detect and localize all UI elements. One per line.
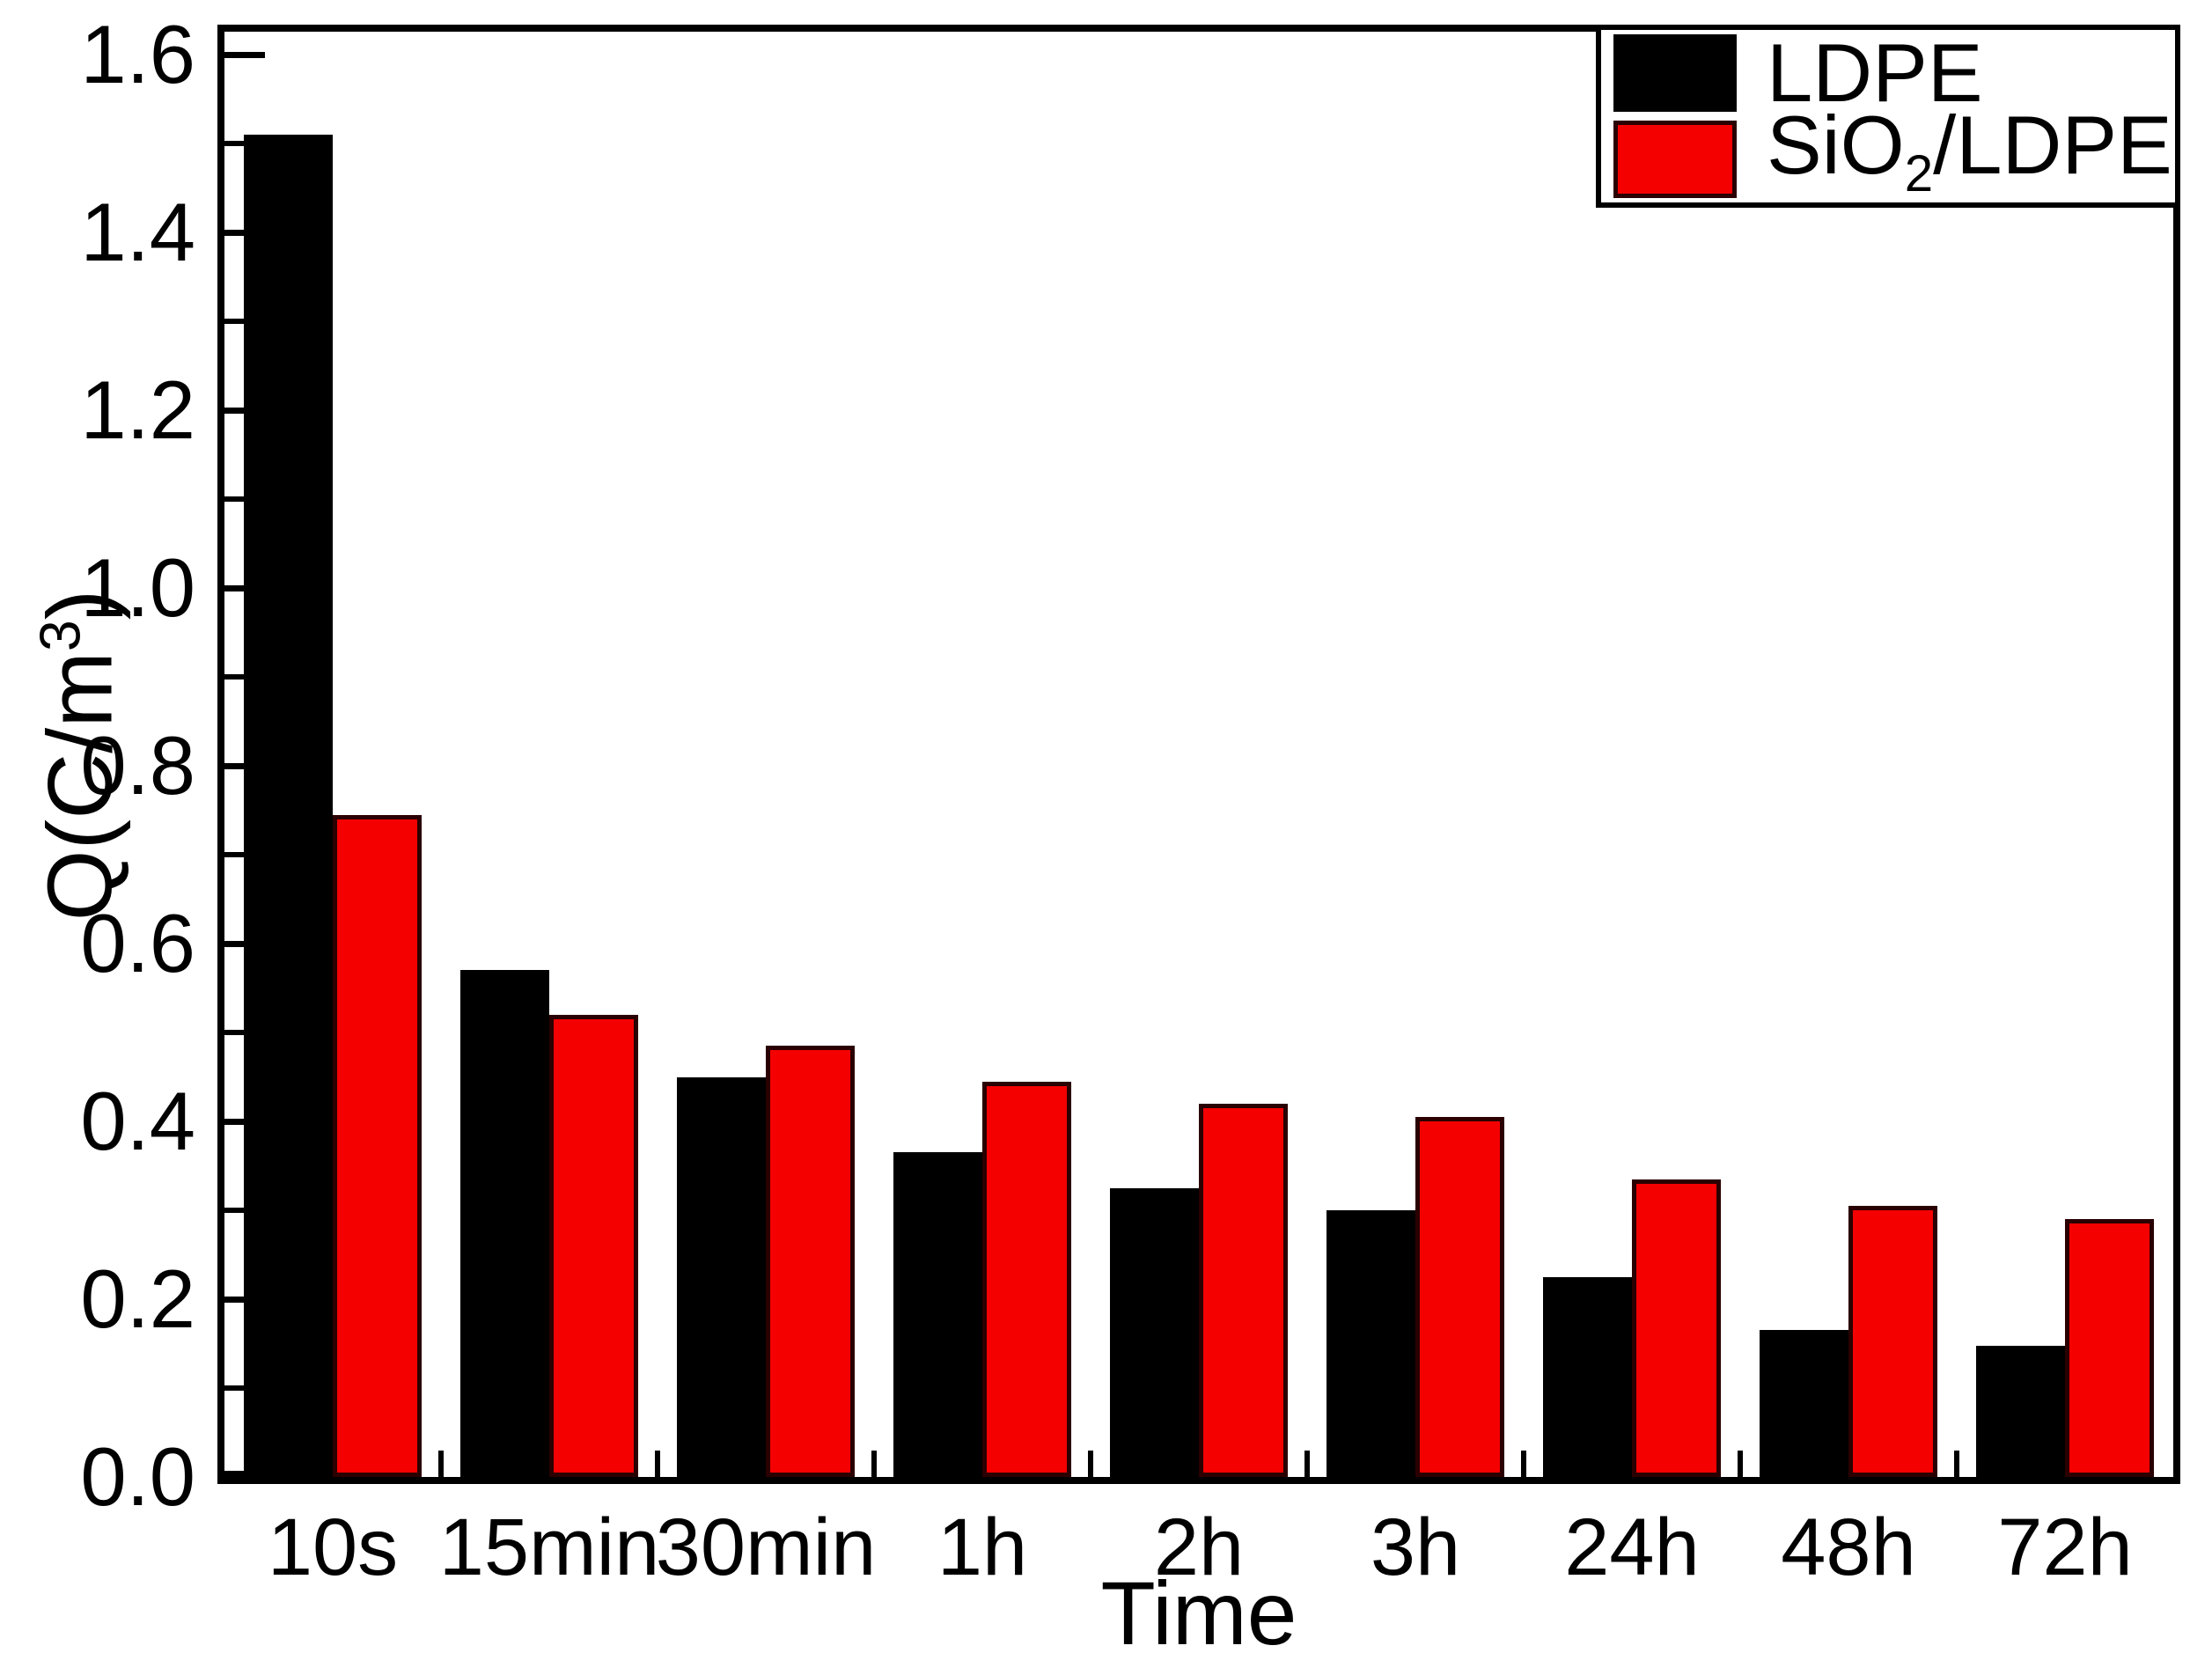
- legend-swatch-ldpe: [1613, 34, 1737, 112]
- x-tick-label: 30min: [655, 1502, 877, 1592]
- y-tick-label: 0.4: [80, 1075, 195, 1168]
- x-boundary-tick: [655, 1451, 660, 1477]
- bar-ldpe-48h: [1760, 1330, 1848, 1477]
- plot-inner-area: [224, 32, 2173, 1477]
- y-minor-tick: [224, 1385, 249, 1392]
- bar-ldpe-1h: [893, 1152, 982, 1477]
- y-minor-tick: [224, 674, 249, 680]
- x-boundary-tick: [1088, 1451, 1093, 1477]
- x-tick-label: 2h: [1153, 1502, 1245, 1592]
- y-minor-tick: [224, 141, 249, 147]
- bar-sio2ldpe-2h: [1199, 1104, 1288, 1477]
- x-axis-title: Time: [1100, 1563, 1297, 1653]
- bar-sio2ldpe-3h: [1415, 1117, 1504, 1477]
- legend-label: LDPE: [1767, 26, 1983, 119]
- y-major-tick: [224, 51, 265, 58]
- x-tick-label: 3h: [1370, 1502, 1461, 1592]
- y-tick-label: 1.2: [80, 364, 195, 457]
- y-major-tick: [224, 584, 265, 591]
- bar-sio2ldpe-24h: [1632, 1179, 1721, 1477]
- y-tick-label: 0.0: [80, 1430, 195, 1523]
- bar-ldpe-3h: [1326, 1210, 1415, 1477]
- y-tick-label: 1.4: [80, 186, 195, 279]
- x-tick-label: 15min: [438, 1502, 660, 1592]
- legend-row: LDPE: [1601, 30, 2175, 116]
- y-major-tick: [224, 762, 265, 769]
- y-minor-tick: [224, 319, 249, 325]
- x-boundary-tick: [1738, 1451, 1743, 1477]
- y-tick-label: 0.2: [80, 1253, 195, 1346]
- legend-label-part: /LDPE: [1933, 98, 2172, 191]
- x-boundary-tick: [1304, 1451, 1310, 1477]
- legend-label: SiO2/LDPE: [1767, 103, 2172, 216]
- x-tick-label: 48h: [1781, 1502, 1916, 1592]
- y-tick-label: 0.8: [80, 719, 195, 812]
- bar-sio2ldpe-72h: [2065, 1219, 2154, 1477]
- y-minor-tick: [224, 496, 249, 503]
- legend-swatch-sio2ldpe: [1613, 121, 1737, 198]
- legend-row: SiO2/LDPE: [1601, 103, 2175, 202]
- y-major-tick: [224, 407, 265, 414]
- y-minor-tick: [224, 1208, 249, 1214]
- y-minor-tick: [224, 852, 249, 858]
- bar-sio2ldpe-10s: [333, 815, 422, 1477]
- bar-sio2ldpe-48h: [1848, 1206, 1937, 1477]
- y-major-tick: [224, 229, 265, 236]
- y-tick-label: 1.0: [80, 541, 195, 635]
- y-tick-label: 0.6: [80, 897, 195, 990]
- legend-label-part: 2: [1904, 144, 1934, 202]
- legend: LDPE SiO2/LDPE: [1596, 25, 2180, 208]
- bar-ldpe-24h: [1543, 1277, 1632, 1477]
- legend-label-part: SiO: [1767, 98, 1905, 191]
- bar-sio2ldpe-15min: [549, 1015, 638, 1477]
- x-tick-label: 72h: [1997, 1502, 2133, 1592]
- x-boundary-tick: [1521, 1451, 1526, 1477]
- plot-area: [217, 25, 2180, 1484]
- y-major-tick: [224, 940, 265, 947]
- x-boundary-tick: [1954, 1451, 1959, 1477]
- bar-ldpe-72h: [1976, 1346, 2065, 1477]
- y-major-tick: [224, 1471, 265, 1477]
- x-tick-label: 24h: [1564, 1502, 1700, 1592]
- bar-sio2ldpe-30min: [766, 1046, 855, 1477]
- y-major-tick: [224, 1118, 265, 1125]
- bar-ldpe-30min: [677, 1077, 766, 1477]
- bar-ldpe-15min: [460, 970, 549, 1477]
- x-boundary-tick: [871, 1451, 877, 1477]
- y-major-tick: [224, 1296, 265, 1303]
- bar-ldpe-2h: [1110, 1188, 1199, 1477]
- bar-ldpe-10s: [244, 135, 333, 1477]
- x-boundary-tick: [438, 1451, 444, 1477]
- y-tick-label: 1.6: [80, 8, 195, 101]
- bar-sio2ldpe-1h: [982, 1082, 1071, 1477]
- x-tick-label: 10s: [267, 1502, 399, 1592]
- x-tick-label: 1h: [937, 1502, 1028, 1592]
- y-minor-tick: [224, 1030, 249, 1036]
